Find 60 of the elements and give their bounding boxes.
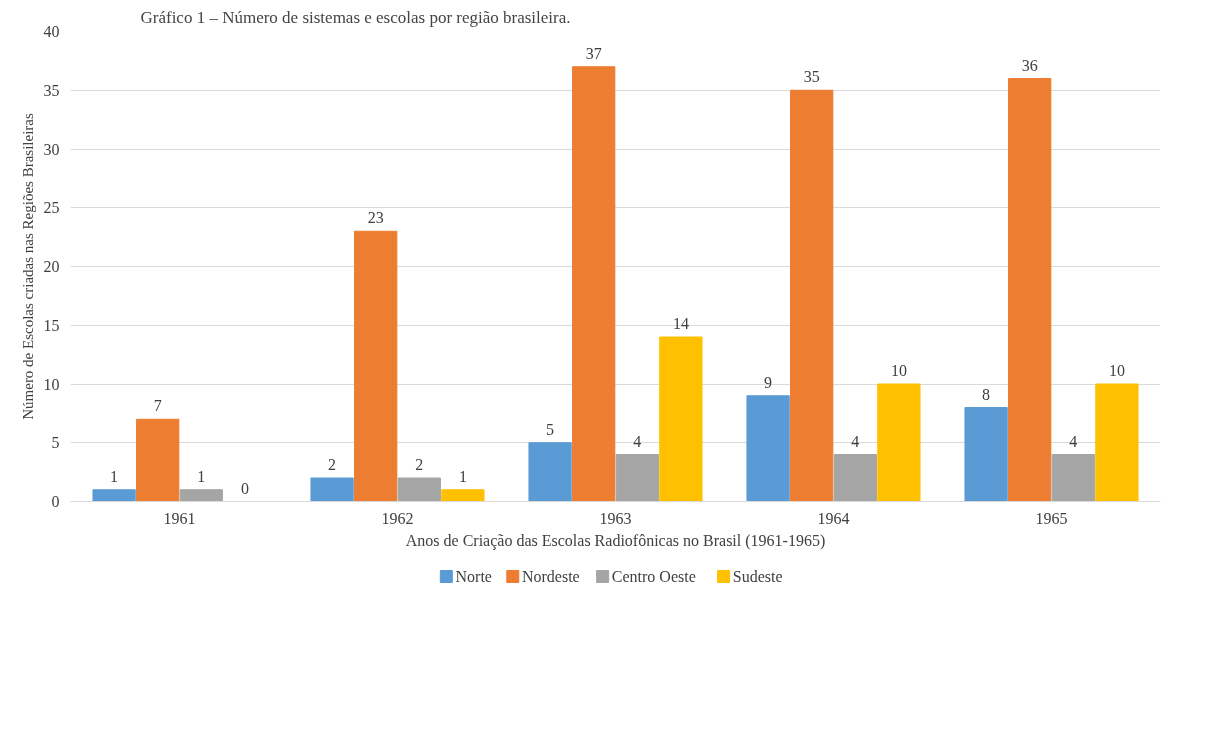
- bar: [877, 383, 921, 502]
- data-label: 4: [1069, 432, 1078, 450]
- bar: [964, 407, 1008, 502]
- legend-label: Nordeste: [521, 568, 580, 585]
- data-label: 7: [153, 397, 162, 415]
- y-tick-label: 15: [43, 316, 60, 334]
- data-label: 10: [890, 362, 907, 379]
- bar: [310, 477, 354, 502]
- y-tick-label: 0: [51, 493, 60, 510]
- bar: [92, 489, 136, 502]
- bar: [615, 454, 659, 502]
- data-label: 8: [982, 385, 991, 403]
- legend-label: Sudeste: [732, 568, 783, 585]
- legend-label: Centro Oeste: [611, 568, 696, 585]
- bar: [179, 489, 223, 502]
- x-tick-label: 1964: [817, 509, 850, 527]
- data-label: 4: [633, 432, 642, 450]
- bar: [136, 418, 180, 502]
- y-tick-label: 35: [43, 81, 60, 99]
- data-label: 14: [672, 315, 689, 332]
- data-label: 2: [415, 456, 424, 473]
- y-tick-label: 30: [43, 140, 60, 158]
- x-tick-label: 1965: [1035, 509, 1068, 527]
- x-tick-label: 1963: [599, 509, 632, 527]
- legend-label: Norte: [455, 568, 492, 585]
- bar: [1008, 78, 1052, 502]
- data-label: 1: [110, 467, 119, 485]
- y-tick-label: 25: [43, 199, 60, 217]
- bar: [528, 442, 572, 502]
- chart-title: Gráfico 1 – Número de sistemas e escolas por região brasileira.: [140, 7, 571, 27]
- bar: [572, 66, 616, 502]
- data-label: 35: [803, 68, 820, 86]
- data-label: 9: [764, 373, 773, 391]
- y-tick-label: 10: [43, 375, 60, 393]
- bar: [790, 89, 834, 502]
- data-label: 2: [328, 456, 337, 473]
- data-label: 37: [585, 44, 602, 62]
- bar: [441, 489, 485, 502]
- y-axis-title: Número de Escolas criadas nas Regiões Brasileiras: [19, 113, 36, 420]
- data-label: 36: [1021, 56, 1038, 74]
- data-label: 1: [197, 467, 206, 485]
- bar: [1051, 454, 1095, 502]
- bar: [1095, 383, 1139, 502]
- y-tick-label: 5: [51, 434, 60, 452]
- data-label: 1: [458, 467, 467, 485]
- y-tick-label: 40: [43, 23, 60, 40]
- data-label: 0: [240, 479, 249, 497]
- bar: [833, 454, 877, 502]
- x-axis-title: Anos de Criação das Escolas Radiofônicas no Brasil (1961-1965): [405, 531, 826, 550]
- y-tick-label: 20: [43, 258, 60, 275]
- bar: [746, 395, 790, 502]
- x-tick-label: 1961: [163, 509, 196, 527]
- bar: [397, 477, 441, 502]
- bar: [659, 336, 703, 502]
- data-label: 4: [851, 432, 860, 450]
- data-label: 23: [367, 209, 384, 227]
- data-label: 5: [546, 420, 555, 438]
- x-tick-label: 1962: [381, 509, 414, 527]
- bar: [354, 230, 398, 502]
- data-label: 10: [1108, 362, 1125, 379]
